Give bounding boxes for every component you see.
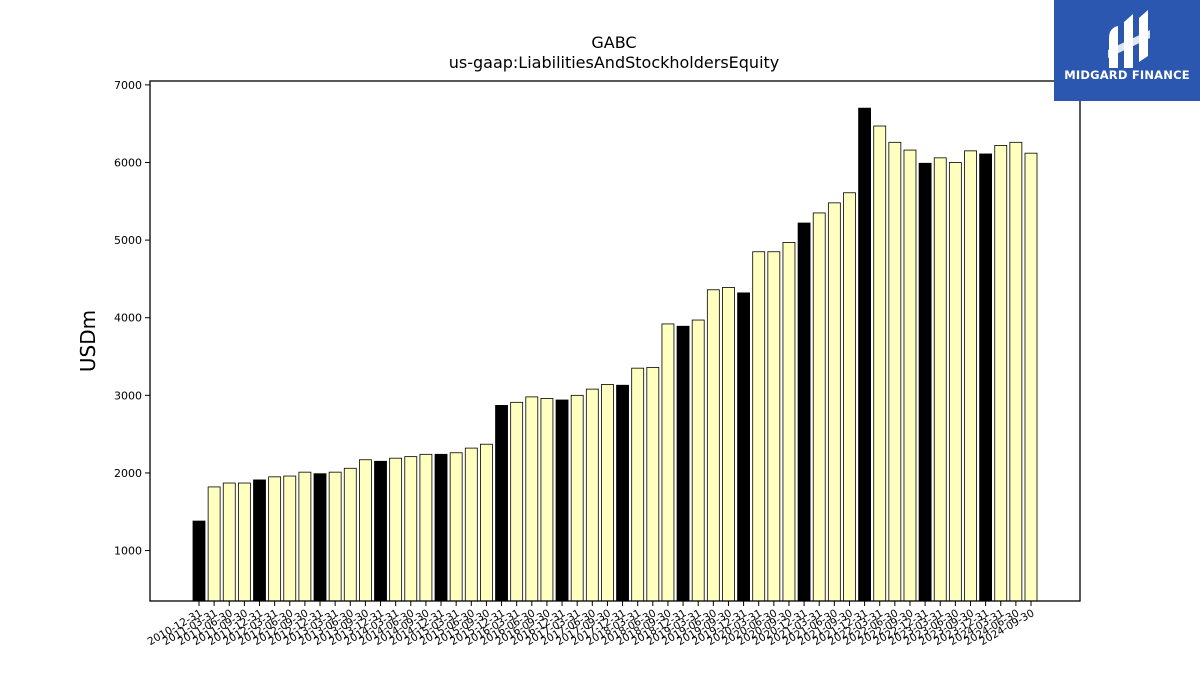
bar [207, 486, 221, 602]
bar [298, 471, 312, 602]
bar [358, 459, 372, 602]
y-axis-label: USDm [76, 310, 100, 372]
bar [540, 398, 554, 602]
bar [1024, 152, 1038, 602]
plot-area-frame [149, 80, 1081, 602]
bar [797, 222, 811, 602]
bar [222, 482, 236, 602]
bar [1009, 141, 1023, 602]
bar [464, 447, 478, 602]
bar [918, 162, 932, 602]
bar [585, 388, 599, 602]
bar [570, 394, 584, 602]
bar [782, 242, 796, 602]
bar [555, 399, 569, 602]
bar [495, 405, 508, 602]
bar [374, 460, 387, 602]
bar [328, 471, 342, 602]
bar [343, 467, 357, 602]
bar [601, 384, 614, 602]
y-tick-label: 7000 [114, 79, 142, 92]
bar [192, 520, 206, 602]
bar [434, 453, 448, 602]
midgard-logo-icon [1108, 10, 1150, 68]
bar [948, 162, 962, 602]
bar [964, 150, 977, 602]
bar [843, 192, 856, 602]
bar [994, 145, 1008, 602]
y-tick-label: 5000 [114, 234, 142, 247]
bar [646, 366, 660, 602]
bar [812, 212, 826, 602]
bar [888, 141, 902, 602]
bar [691, 319, 705, 602]
bar [525, 396, 539, 602]
y-tick-label: 3000 [114, 389, 142, 402]
bar [389, 457, 403, 602]
bar [903, 149, 917, 602]
bar [631, 367, 645, 602]
bar [767, 251, 781, 602]
bar [253, 479, 266, 602]
brand-name: MIDGARD FINANCE [1064, 68, 1190, 82]
bar [752, 251, 766, 602]
chart-title: GABC [591, 33, 636, 52]
bar [722, 287, 735, 602]
bar [706, 289, 720, 602]
bar [979, 153, 993, 602]
y-tick-label: 4000 [114, 312, 142, 325]
bar [676, 325, 690, 602]
bar [419, 453, 433, 602]
y-tick-label: 1000 [114, 545, 142, 558]
x-axis-ticks: 2010-12-312011-03-312011-06-302011-09-30… [146, 601, 1037, 648]
bar [283, 475, 297, 602]
y-tick-label: 6000 [114, 156, 142, 169]
bar [404, 456, 418, 602]
bar [873, 125, 887, 602]
bar [933, 157, 947, 602]
bar [313, 473, 327, 602]
bar [858, 107, 871, 602]
bar [480, 443, 493, 602]
y-axis-ticks: 1000 2000 3000 4000 5000 6000 7000 [114, 79, 150, 558]
bars-group [192, 107, 1038, 602]
y-tick-label: 2000 [114, 467, 142, 480]
bar [616, 384, 629, 602]
chart-subtitle: us-gaap:LiabilitiesAndStockholdersEquity [449, 53, 780, 72]
brand-logo: MIDGARD FINANCE [1054, 0, 1200, 101]
bar [268, 476, 282, 602]
bar [827, 202, 841, 602]
bar [661, 323, 675, 602]
bar [510, 401, 524, 602]
bar [449, 452, 463, 602]
bar [737, 292, 750, 602]
bar [237, 482, 251, 602]
